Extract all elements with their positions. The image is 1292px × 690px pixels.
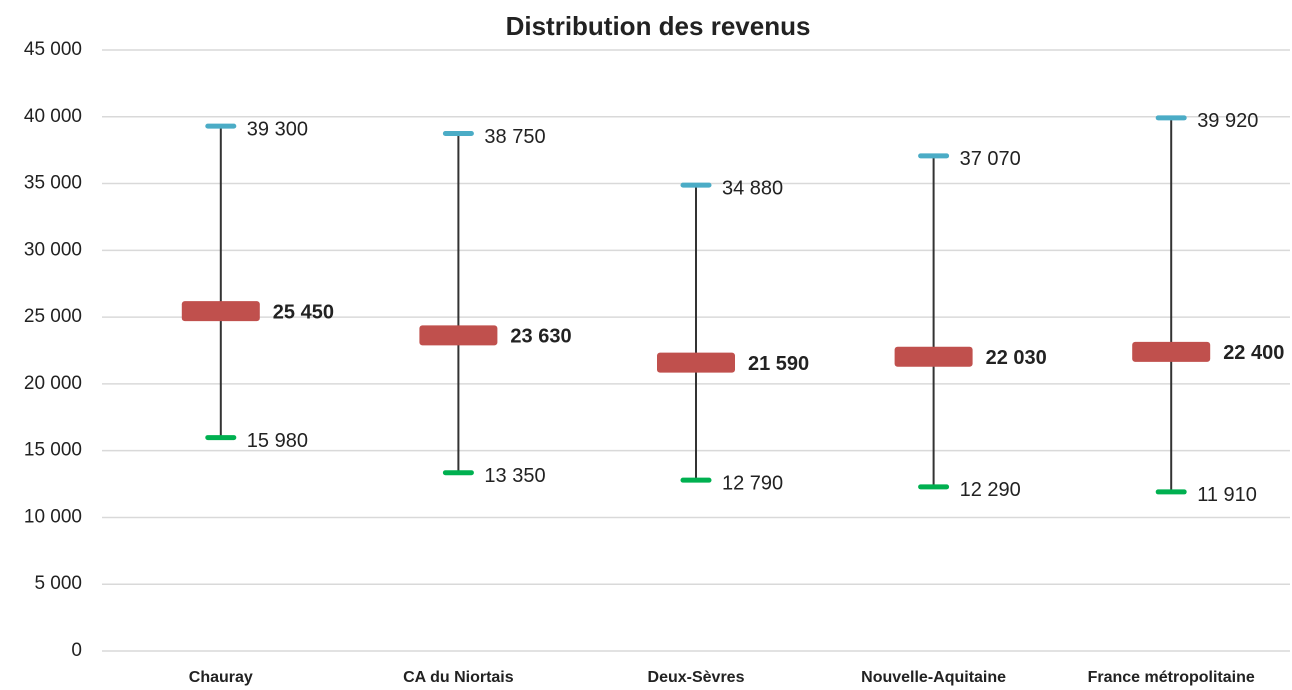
x-tick-label: Chauray xyxy=(189,669,253,686)
low-label: 11 910 xyxy=(1197,484,1257,506)
high-label: 39 920 xyxy=(1197,110,1258,132)
low-label: 13 350 xyxy=(484,465,545,487)
median-marker xyxy=(894,346,973,367)
low-label: 12 290 xyxy=(960,479,1021,501)
high-label: 34 880 xyxy=(722,177,783,199)
x-tick-label: France métropolitaine xyxy=(1088,669,1255,686)
y-tick-label: 35 000 xyxy=(24,173,82,194)
y-tick-label: 15 000 xyxy=(24,440,82,461)
chart-title: Distribution des revenus xyxy=(506,11,811,41)
high-label: 38 750 xyxy=(484,126,545,148)
y-tick-label: 5 000 xyxy=(34,573,82,594)
median-label: 21 590 xyxy=(748,353,809,375)
x-tick-label: CA du Niortais xyxy=(403,669,514,686)
median-marker xyxy=(181,301,260,322)
median-marker xyxy=(657,352,735,373)
median-label: 25 450 xyxy=(273,301,334,323)
median-label: 22 400 xyxy=(1223,342,1284,364)
high-label: 37 070 xyxy=(960,148,1021,170)
y-tick-label: 10 000 xyxy=(24,506,82,527)
median-marker xyxy=(419,325,498,346)
y-tick-label: 40 000 xyxy=(24,106,82,127)
y-tick-label: 25 000 xyxy=(24,306,82,327)
x-tick-label: Deux-Sèvres xyxy=(648,669,745,686)
y-tick-label: 20 000 xyxy=(24,373,82,394)
median-marker xyxy=(1132,341,1211,362)
x-tick-label: Nouvelle-Aquitaine xyxy=(861,669,1006,686)
y-tick-label: 30 000 xyxy=(24,239,82,260)
low-label: 15 980 xyxy=(247,430,308,452)
low-label: 12 790 xyxy=(722,472,783,494)
y-tick-label: 45 000 xyxy=(24,39,82,60)
high-label: 39 300 xyxy=(247,118,308,140)
median-label: 23 630 xyxy=(510,326,571,348)
median-label: 22 030 xyxy=(986,347,1047,369)
y-tick-label: 0 xyxy=(71,640,82,661)
